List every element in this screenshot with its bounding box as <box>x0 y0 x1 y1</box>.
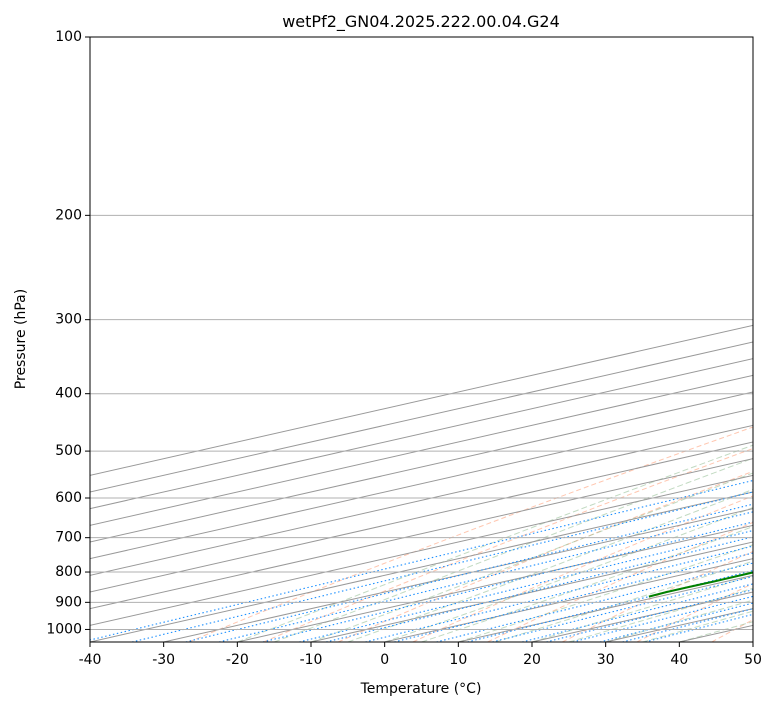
y-tick-label: 100 <box>55 29 82 45</box>
y-axis-title: Pressure (hPa) <box>13 289 29 389</box>
isotherm-line <box>90 408 753 560</box>
dry-adiabat <box>487 521 753 642</box>
isotherm-line <box>90 458 753 610</box>
mixing-ratio-line <box>492 575 753 642</box>
moist-adiabat <box>421 526 753 642</box>
y-tick-label: 800 <box>55 564 82 580</box>
isotherm-line <box>90 424 753 576</box>
x-tick-label: -30 <box>152 652 175 668</box>
y-tick-label: 500 <box>55 443 82 459</box>
mixing-ratio-line <box>394 552 753 642</box>
isotherm-line <box>90 324 753 476</box>
mixing-ratio-line <box>521 583 753 642</box>
moist-adiabat <box>531 574 753 642</box>
y-tick-label: 300 <box>55 312 82 328</box>
y-tick-label: 400 <box>55 386 82 402</box>
mixing-ratio-line <box>131 491 753 642</box>
x-tick-label: 20 <box>523 652 541 668</box>
plot-frame <box>89 36 754 643</box>
y-axis-ticks: 100 200 300 400 500 600 700 800 900 1000 <box>46 29 90 637</box>
mixing-ratio-line <box>262 521 753 642</box>
mixing-ratio-line <box>365 545 753 642</box>
mixing-ratio-line <box>467 569 753 642</box>
x-axis-title: Temperature (°C) <box>360 681 482 697</box>
x-axis-ticks: -40 -30 -20 -10 0 10 20 30 40 50 <box>79 642 762 668</box>
x-tick-label: -10 <box>300 652 323 668</box>
y-tick-label: 900 <box>55 594 82 610</box>
mixing-ratio-line <box>436 562 753 642</box>
isotherm-line <box>90 491 753 642</box>
isotherm-line <box>163 508 753 642</box>
y-tick-label: 600 <box>55 490 82 506</box>
moist-adiabat <box>237 444 753 642</box>
y-tick-label: 700 <box>55 530 82 546</box>
y-tick-label: 1000 <box>46 621 82 637</box>
isotherm-line <box>237 524 753 642</box>
background-lines <box>90 324 753 642</box>
x-tick-label: 50 <box>744 652 762 668</box>
x-tick-label: 10 <box>449 652 467 668</box>
x-tick-label: 0 <box>380 652 389 668</box>
x-tick-label: 30 <box>597 652 615 668</box>
isotherm-line <box>90 474 753 626</box>
x-tick-label: 40 <box>670 652 688 668</box>
dry-adiabat <box>188 426 753 642</box>
isotherm-line <box>90 441 753 593</box>
y-tick-label: 200 <box>55 207 82 223</box>
x-tick-label: -40 <box>79 652 102 668</box>
x-tick-label: -20 <box>226 652 249 668</box>
mixing-ratio-line <box>90 479 753 641</box>
chart-title: wetPf2_GN04.2025.222.00.04.G24 <box>282 12 560 32</box>
pressure-gridlines <box>90 37 753 630</box>
moist-adiabat <box>310 472 753 642</box>
isotherm-line <box>90 391 753 543</box>
dry-adiabat <box>263 447 753 642</box>
